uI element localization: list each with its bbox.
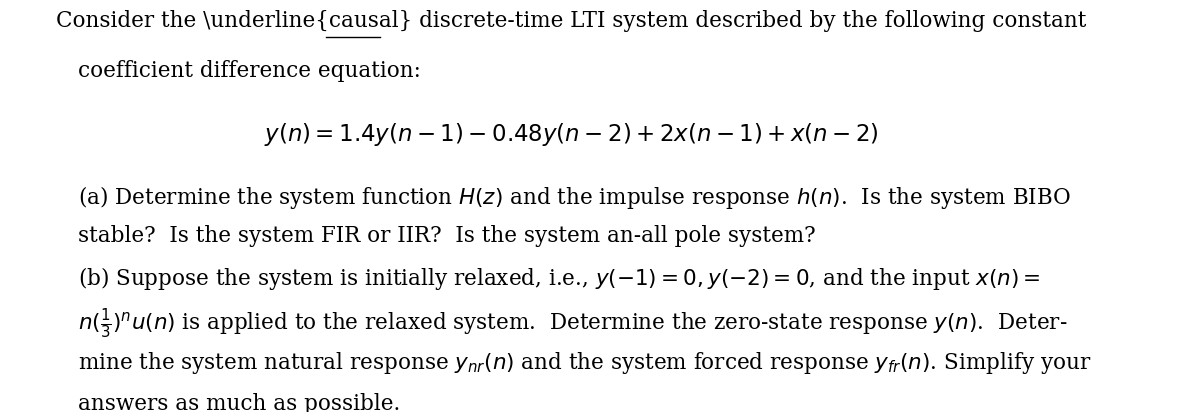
Text: mine the system natural response $y_{nr}(n)$ and the system forced response $y_{: mine the system natural response $y_{nr}… xyxy=(78,349,1092,375)
Text: $y(n) = 1.4y(n-1) - 0.48y(n-2) + 2x(n-1) + x(n-2)$: $y(n) = 1.4y(n-1) - 0.48y(n-2) + 2x(n-1)… xyxy=(264,121,878,148)
Text: $n(\frac{1}{3})^n u(n)$ is applied to the relaxed system.  Determine the zero-st: $n(\frac{1}{3})^n u(n)$ is applied to th… xyxy=(78,307,1068,341)
Text: (a) Determine the system function $H(z)$ and the impulse response $h(n)$.  Is th: (a) Determine the system function $H(z)$… xyxy=(78,184,1070,211)
Text: coefficient difference equation:: coefficient difference equation: xyxy=(78,60,421,82)
Text: stable?  Is the system FIR or IIR?  Is the system an-all pole system?: stable? Is the system FIR or IIR? Is the… xyxy=(78,225,816,247)
Text: (b) Suppose the system is initially relaxed, i.e., $y(-1) = 0, y(-2) = 0$, and t: (b) Suppose the system is initially rela… xyxy=(78,265,1040,292)
Text: Consider the \underline{causal} discrete-time LTI system described by the follow: Consider the \underline{causal} discrete… xyxy=(55,10,1086,32)
Text: answers as much as possible.: answers as much as possible. xyxy=(78,393,401,412)
